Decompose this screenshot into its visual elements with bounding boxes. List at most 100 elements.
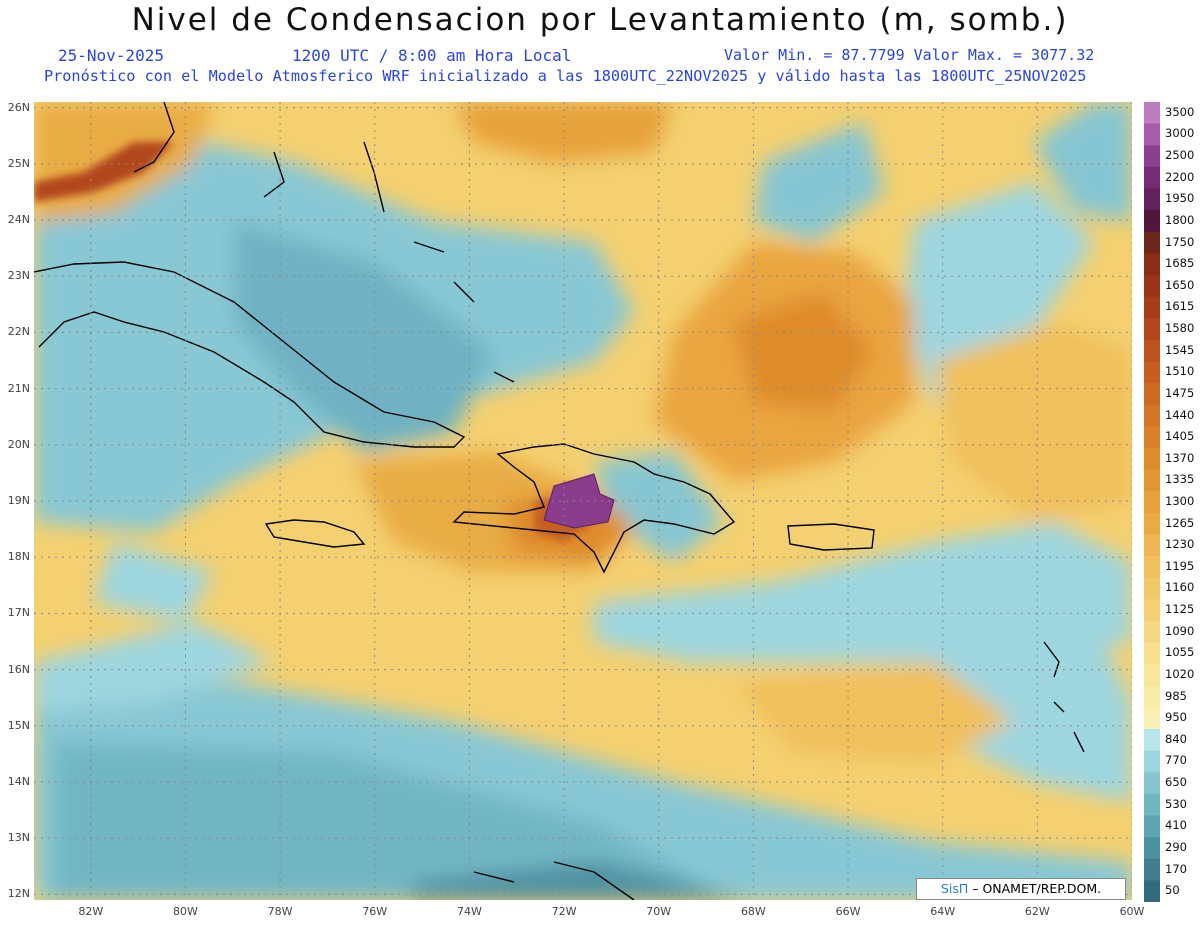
colorbar-label: 1545: [1165, 342, 1195, 357]
colorbar-swatch: [1144, 166, 1160, 189]
lat-tick-label: 14N: [7, 774, 30, 788]
lon-tick-label: 80W: [173, 905, 198, 918]
colorbar-label: 1160: [1165, 580, 1195, 595]
colorbar-label: 1195: [1165, 558, 1195, 573]
value-range: Valor Min. = 87.7799 Valor Max. = 3077.3…: [724, 46, 1095, 64]
colorbar-label: 1950: [1165, 191, 1195, 206]
lon-tick-label: 62W: [1024, 905, 1050, 918]
colorbar-swatch: [1144, 447, 1160, 471]
colorbar-swatch: [1144, 729, 1160, 752]
colorbar-swatch: [1144, 577, 1160, 600]
lon-tick-label: 60W: [1119, 905, 1145, 918]
colorbar-label: 410: [1165, 818, 1187, 833]
map-title: Nivel de Condensacion por Levantamiento …: [131, 2, 1069, 38]
colorbar-swatch: [1144, 534, 1160, 557]
coastlines: [34, 102, 1085, 900]
colorbar-label: 3500: [1165, 104, 1195, 119]
lon-tick-label: 72W: [551, 905, 577, 918]
colorbar-swatch: [1144, 339, 1160, 362]
lon-tick-label: 66W: [835, 905, 861, 918]
lat-tick-label: 13N: [7, 831, 30, 845]
colorbar-label: 2500: [1165, 148, 1195, 163]
colorbar-label: 1440: [1165, 407, 1195, 422]
colorbar-swatch: [1144, 231, 1160, 254]
colorbar-swatch: [1144, 274, 1160, 298]
colorbar-label: 1580: [1165, 321, 1195, 336]
jamaica-coast: [264, 519, 366, 548]
lon-tick-label: 70W: [646, 905, 672, 918]
colorbar-label: 1090: [1165, 623, 1195, 638]
colorbar-label: 3000: [1165, 126, 1195, 141]
colorbar-swatch: [1144, 772, 1160, 795]
colorbar-label: 1615: [1165, 299, 1195, 314]
lat-tick-label: 15N: [7, 718, 30, 732]
florida-coast: [133, 102, 175, 173]
colorbar-swatch: [1144, 253, 1160, 276]
colorbar-label: 1650: [1165, 277, 1195, 292]
puerto-rico-coast: [787, 523, 875, 551]
colorbar-swatch: [1144, 123, 1160, 146]
lat-tick-label: 23N: [7, 269, 30, 283]
colorbar-label: 1510: [1165, 364, 1195, 379]
colorbar-swatch: [1144, 469, 1160, 492]
colorbar-swatch: [1144, 642, 1160, 665]
lon-tick-label: 74W: [456, 905, 482, 918]
colorbar-swatch: [1144, 361, 1160, 384]
lon-tick-label: 68W: [740, 905, 766, 918]
lat-tick-label: 25N: [7, 156, 30, 170]
colorbar-swatch: [1144, 664, 1160, 687]
lesser-antilles-coast: [1043, 641, 1085, 753]
colorbar-label: 1020: [1165, 666, 1195, 681]
lon-tick-label: 64W: [930, 905, 956, 918]
colorbar-swatch: [1144, 404, 1160, 427]
lon-tick-label: 78W: [267, 905, 293, 918]
forecast-time: 1200 UTC / 8:00 am Hora Local: [292, 46, 572, 65]
colorbar-label: 1055: [1165, 645, 1195, 660]
lat-tick-label: 24N: [7, 213, 30, 226]
colorbar-swatch: [1144, 685, 1160, 708]
colorbar-label: 770: [1165, 753, 1187, 768]
colorbar-swatch: [1144, 620, 1160, 644]
lat-tick-label: 26N: [7, 100, 30, 114]
lat-tick-label: 21N: [7, 381, 30, 395]
colorbar-swatch: [1144, 491, 1160, 514]
colorbar-swatch: [1144, 512, 1160, 535]
colorbar-label: 1300: [1165, 494, 1195, 508]
colorbar-swatch: [1144, 383, 1160, 406]
colorbar-label: 1265: [1165, 515, 1195, 530]
lat-tick-label: 18N: [7, 550, 30, 564]
colorbar: [1144, 102, 1160, 902]
cuba-coast: [34, 261, 466, 448]
colorbar-label: 1800: [1165, 212, 1195, 227]
colorbar-swatch: [1144, 880, 1160, 902]
lcl-map: [34, 102, 1132, 900]
colorbar-label: 1750: [1165, 234, 1195, 249]
colorbar-label: 1335: [1165, 472, 1195, 487]
colorbar-swatch: [1144, 599, 1160, 622]
lcl-max-area: [543, 473, 615, 529]
colorbar-label: 840: [1165, 731, 1187, 746]
colorbar-label: 50: [1165, 883, 1180, 898]
colorbar-swatch: [1144, 102, 1160, 125]
colorbar-label: 650: [1165, 775, 1187, 790]
colorbar-swatch: [1144, 318, 1160, 341]
colorbar-swatch: [1144, 210, 1160, 233]
lat-tick-label: 17N: [7, 606, 30, 620]
colorbar-swatch: [1144, 858, 1160, 881]
colorbar-swatch: [1144, 815, 1160, 838]
colorbar-swatch: [1144, 793, 1160, 817]
colorbar-swatch: [1144, 145, 1160, 168]
colorbar-label: 985: [1165, 688, 1187, 703]
colorbar-swatch: [1144, 556, 1160, 579]
lat-tick-label: 19N: [7, 494, 30, 507]
colorbar-label: 1475: [1165, 385, 1195, 400]
lon-tick-label: 82W: [78, 905, 104, 918]
colorbar-label: 290: [1165, 839, 1187, 854]
colorbar-swatch: [1144, 750, 1160, 773]
colorbar-label: 1125: [1165, 602, 1195, 617]
colorbar-swatch: [1144, 426, 1160, 449]
hispaniola-coast: [452, 443, 736, 574]
colorbar-swatch: [1144, 296, 1160, 319]
colorbar-label: 1370: [1165, 450, 1195, 465]
lat-tick-label: 12N: [7, 887, 30, 901]
